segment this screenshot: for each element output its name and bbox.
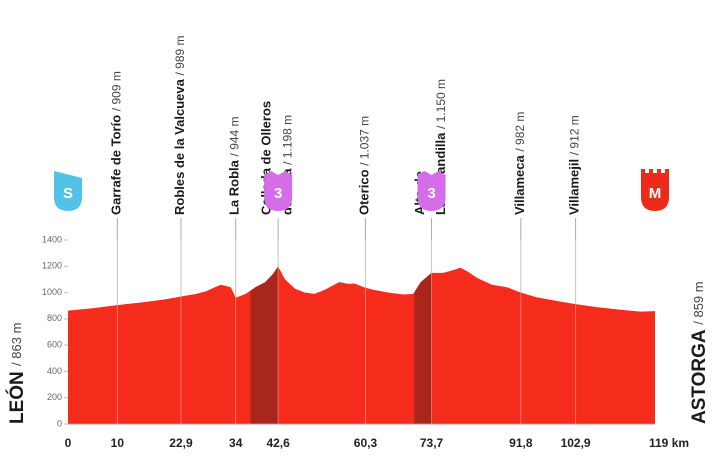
checker [645, 173, 649, 177]
elevation-area [68, 266, 655, 424]
marker-shape [54, 171, 82, 211]
x-tick-label: 22,9 [169, 436, 193, 450]
waypoint-label: La Robla / 944 m [227, 116, 242, 215]
start-label: LEÓN / 863 m [6, 323, 28, 424]
y-tick-label: 1200 [42, 261, 62, 271]
marker-label: S [63, 185, 73, 202]
y-tick-label: 0 [57, 418, 62, 428]
waypoint-label: Robles de la Valcueva / 989 m [172, 35, 187, 215]
marker-icon: 3 [417, 171, 446, 211]
climb-segment [250, 266, 279, 424]
climb-segment [414, 266, 432, 424]
y-tick-label: 200 [47, 392, 62, 402]
waypoint-name: Robles de la Valcueva [172, 78, 187, 215]
waypoint-label: Villameca / 982 m [512, 112, 527, 215]
waypoint-name: Villamejil [567, 159, 582, 215]
x-tick-label: 10 [111, 436, 125, 450]
x-tick-label: 34 [229, 436, 243, 450]
waypoint-elevation: / 989 m [173, 35, 187, 75]
y-tick-label: 800 [47, 313, 62, 323]
checker [641, 169, 645, 173]
x-tick-label: 60,3 [354, 436, 378, 450]
waypoint-label: Garrafe de Torío / 909 m [109, 71, 124, 215]
finish-elevation: / 859 m [691, 281, 706, 324]
x-tick-label: 119 km [649, 436, 689, 450]
y-tick-label: 1000 [42, 287, 62, 297]
marker-shape [641, 173, 669, 211]
waypoint-name: Villameca [512, 154, 527, 215]
finish-name: ASTORGA [689, 329, 710, 424]
waypoint-elevation: / 982 m [513, 112, 527, 152]
waypoint-elevation: / 909 m [109, 71, 123, 111]
marker-icon: S [54, 171, 82, 211]
start-elevation: / 863 m [9, 323, 24, 366]
waypoint-elevation: / 944 m [228, 116, 242, 156]
waypoint-label: Oterico / 1.037 m [357, 116, 372, 215]
x-tick-label: 42,6 [266, 436, 290, 450]
waypoint-elevation: / 912 m [568, 115, 582, 155]
checker [661, 173, 665, 177]
marker-shape [264, 171, 293, 211]
marker-icon: M [641, 169, 669, 211]
y-tick-label: 600 [47, 340, 62, 350]
waypoint-label: Villamejil / 912 m [567, 115, 582, 215]
checker [649, 169, 653, 173]
marker-shape [417, 171, 446, 211]
y-tick-label: 400 [47, 366, 62, 376]
x-tick-label: 91,8 [509, 436, 533, 450]
waypoint-name: La Robla [227, 159, 242, 215]
marker-icon: 3 [264, 171, 293, 211]
checker [665, 169, 669, 173]
y-tick-label: 1400 [42, 234, 62, 244]
x-tick-label: 0 [65, 436, 72, 450]
waypoint-name: Garrafe de Torío [109, 115, 124, 215]
marker-label: M [649, 185, 662, 202]
x-tick-label: 73,7 [420, 436, 444, 450]
x-tick-label: 102,9 [561, 436, 591, 450]
waypoint-elevation: / 1.037 m [358, 116, 372, 166]
waypoint-name: Oterico [357, 169, 372, 215]
marker-label: 3 [274, 185, 282, 202]
checker [657, 169, 661, 173]
waypoint-elevation: / 1.150 m [434, 79, 448, 129]
finish-label: ASTORGA / 859 m [689, 281, 710, 424]
marker-label: 3 [427, 185, 435, 202]
waypoint-elevation: / 1.198 m [281, 115, 295, 165]
start-name: LEÓN [6, 371, 28, 424]
checker [653, 173, 657, 177]
